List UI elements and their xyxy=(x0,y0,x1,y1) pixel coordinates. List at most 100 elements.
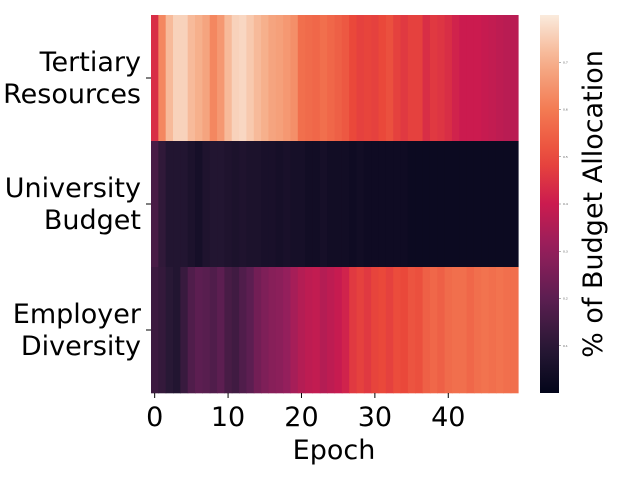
heatmap-cell xyxy=(400,15,409,142)
heatmap-cell xyxy=(503,15,512,142)
heatmap-cell xyxy=(297,141,306,268)
heatmap-cell xyxy=(290,15,299,142)
heatmap-cell xyxy=(173,141,181,268)
heatmap-cell xyxy=(349,267,358,394)
heatmap-cell xyxy=(312,15,321,142)
heatmap-cell xyxy=(290,141,299,268)
heatmap-cell xyxy=(473,15,482,142)
heatmap-cell xyxy=(437,141,446,268)
heatmap-cell xyxy=(290,267,299,394)
heatmap-cell xyxy=(217,15,225,142)
heatmap-cell xyxy=(363,141,372,268)
row-label: Employer Diversity xyxy=(13,299,142,362)
heatmap-cell xyxy=(459,141,468,268)
heatmap-cell xyxy=(180,267,189,394)
colorbar-tick-label: 0.4 xyxy=(563,202,568,206)
colorbar-tick-label: 0.5 xyxy=(563,155,568,159)
heatmap-cell xyxy=(187,267,196,394)
heatmap-cell xyxy=(451,267,460,394)
heatmap-cell xyxy=(202,267,211,394)
heatmap-cell xyxy=(165,15,174,142)
heatmap-cell xyxy=(312,267,321,394)
heatmap-cell xyxy=(473,141,482,268)
heatmap-cell xyxy=(356,267,365,394)
heatmap-cell xyxy=(503,141,512,268)
heatmap-cell xyxy=(209,15,218,142)
heatmap-cell xyxy=(451,15,460,142)
heatmap-cells xyxy=(151,15,519,394)
heatmap-cell xyxy=(466,267,475,394)
heatmap-cell xyxy=(334,15,343,142)
heatmap-cell xyxy=(195,15,203,142)
heatmap-cell xyxy=(209,267,218,394)
heatmap-cell xyxy=(466,15,475,142)
heatmap-cell xyxy=(239,267,248,394)
heatmap-cell xyxy=(297,15,306,142)
heatmap-cell xyxy=(356,141,365,268)
heatmap-cell xyxy=(187,15,196,142)
colorbar: 0.1 0.2 0.3 0.4 0.5 0.6 0.7 xyxy=(540,15,568,393)
heatmap-cell xyxy=(319,15,328,142)
heatmap-cell xyxy=(510,267,519,394)
x-tick-label: 40 xyxy=(431,402,465,433)
heatmap-cell xyxy=(305,15,314,142)
heatmap-cell xyxy=(261,141,270,268)
heatmap-cell xyxy=(209,141,218,268)
heatmap-cell xyxy=(224,141,233,268)
heatmap-cell xyxy=(158,141,167,268)
heatmap-cell xyxy=(481,141,490,268)
heatmap-cell xyxy=(224,15,233,142)
heatmap-cell xyxy=(261,15,270,142)
heatmap-cell xyxy=(495,15,504,142)
heatmap-cell xyxy=(429,15,438,142)
heatmap-cell xyxy=(283,267,292,394)
heatmap-cell xyxy=(444,15,453,142)
colorbar-tick-label: 0.7 xyxy=(563,60,568,64)
heatmap-cell xyxy=(393,267,402,394)
heatmap-cell xyxy=(363,15,372,142)
heatmap-cell xyxy=(459,267,468,394)
heatmap-cell xyxy=(488,15,497,142)
row-label: University Budget xyxy=(5,173,141,236)
heatmap-cell xyxy=(246,15,255,142)
heatmap-cell xyxy=(495,267,504,394)
colorbar-label: % of Budget Allocation xyxy=(578,50,609,358)
heatmap-cell xyxy=(415,267,424,394)
heatmap-cell xyxy=(261,267,270,394)
heatmap-cell xyxy=(283,15,292,142)
heatmap-cell xyxy=(327,15,336,142)
heatmap-cell xyxy=(268,15,277,142)
heatmap-cell xyxy=(151,15,159,142)
heatmap-cell xyxy=(356,15,365,142)
heatmap-cell xyxy=(195,267,203,394)
heatmap-cell xyxy=(451,141,460,268)
heatmap-cell xyxy=(253,15,262,142)
heatmap-cell xyxy=(246,141,255,268)
heatmap-cell xyxy=(444,267,453,394)
heatmap-cell xyxy=(217,267,225,394)
heatmap-cell xyxy=(385,141,394,268)
heatmap-cell xyxy=(253,267,262,394)
heatmap-cell xyxy=(349,15,358,142)
heatmap-cell xyxy=(275,267,284,394)
heatmap-cell xyxy=(158,267,167,394)
heatmap-cell xyxy=(422,267,431,394)
row-label: Tertiary Resources xyxy=(3,47,141,110)
heatmap-cell xyxy=(495,141,504,268)
heatmap-cell xyxy=(378,267,387,394)
heatmap-cell xyxy=(202,15,211,142)
heatmap-cell xyxy=(180,15,189,142)
heatmap-cell xyxy=(151,141,159,268)
heatmap-cell xyxy=(173,267,181,394)
heatmap-cell xyxy=(371,267,380,394)
heatmap-cell xyxy=(510,141,519,268)
heatmap-cell xyxy=(437,267,446,394)
heatmap-cell xyxy=(481,267,490,394)
heatmap-cell xyxy=(217,141,225,268)
heatmap-cell xyxy=(319,141,328,268)
heatmap-cell xyxy=(239,141,248,268)
colorbar-gradient xyxy=(540,15,559,393)
heatmap-cell xyxy=(503,267,512,394)
heatmap-cell xyxy=(510,15,519,142)
colorbar-tick-label: 0.3 xyxy=(563,249,568,253)
